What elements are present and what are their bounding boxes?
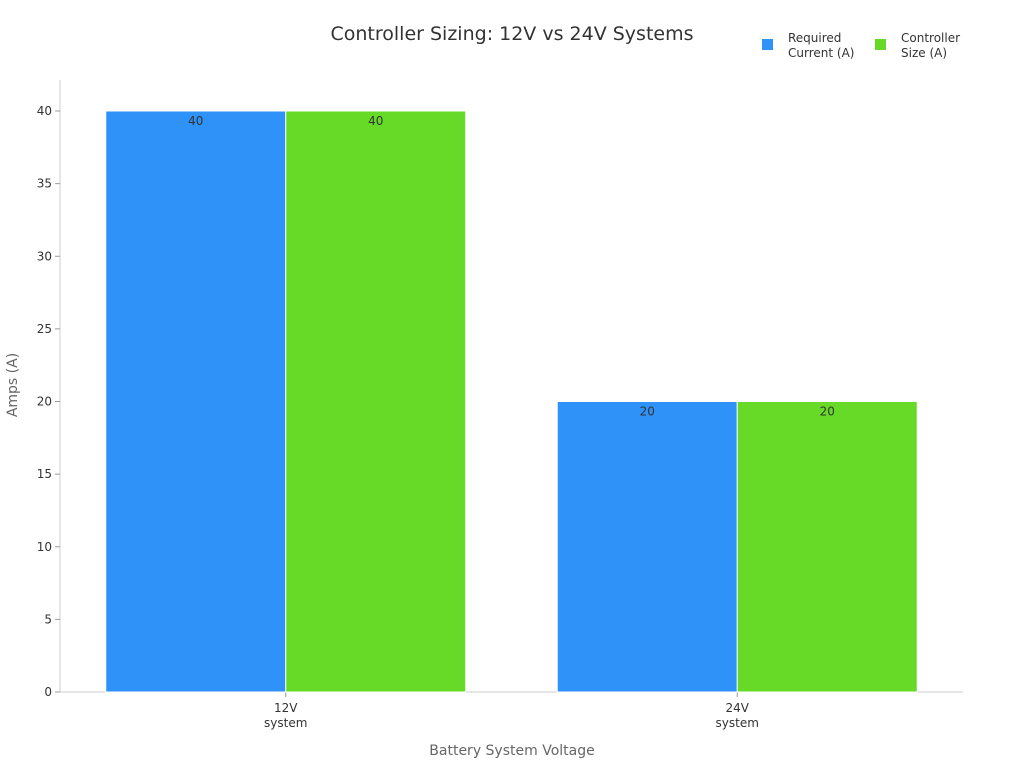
legend-label-line: Controller <box>901 31 960 45</box>
legend-label: Controller Size (A) <box>901 31 960 60</box>
y-tick-label: 40 <box>37 104 52 118</box>
legend-label-line: Current (A) <box>788 46 854 60</box>
bars <box>105 110 918 693</box>
bar <box>556 401 738 693</box>
y-axis: 0 5 10 15 20 25 30 35 40 <box>37 80 61 699</box>
legend-swatch <box>762 39 773 50</box>
x-tick-label: 12V system <box>264 701 307 730</box>
chart-title: Controller Sizing: 12V vs 24V Systems <box>331 23 694 45</box>
x-tick-label-line: 24V <box>726 701 750 715</box>
y-axis-title: Amps (A) <box>5 353 21 417</box>
x-tick-label-line: 12V <box>274 701 298 715</box>
x-tick-label: 24V system <box>716 701 759 730</box>
y-tick-label: 15 <box>37 467 52 481</box>
y-tick-label: 20 <box>37 395 52 409</box>
y-tick-label: 10 <box>37 540 52 554</box>
x-axis-title: Battery System Voltage <box>429 743 594 759</box>
bar-data-label: 20 <box>640 405 655 419</box>
legend-label: Required Current (A) <box>788 31 854 60</box>
y-tick-label: 5 <box>44 612 52 626</box>
y-tick-label: 30 <box>37 249 52 263</box>
legend-label-line: Required <box>788 31 841 45</box>
y-tick-label: 35 <box>37 177 52 191</box>
bar-data-label: 40 <box>368 114 383 128</box>
x-tick-label-line: system <box>716 716 759 730</box>
bar-data-label: 40 <box>188 114 203 128</box>
legend: Required Current (A) Controller Size (A) <box>762 31 960 60</box>
legend-label-line: Size (A) <box>901 46 947 60</box>
x-tick-label-line: system <box>264 716 307 730</box>
bar <box>736 401 918 693</box>
bar <box>105 110 287 693</box>
y-tick-label: 25 <box>37 322 52 336</box>
bar-data-label: 20 <box>820 405 835 419</box>
bar <box>285 110 467 693</box>
data-labels: 40 40 20 20 <box>188 114 835 419</box>
y-tick-label: 0 <box>44 685 52 699</box>
legend-swatch <box>875 39 886 50</box>
